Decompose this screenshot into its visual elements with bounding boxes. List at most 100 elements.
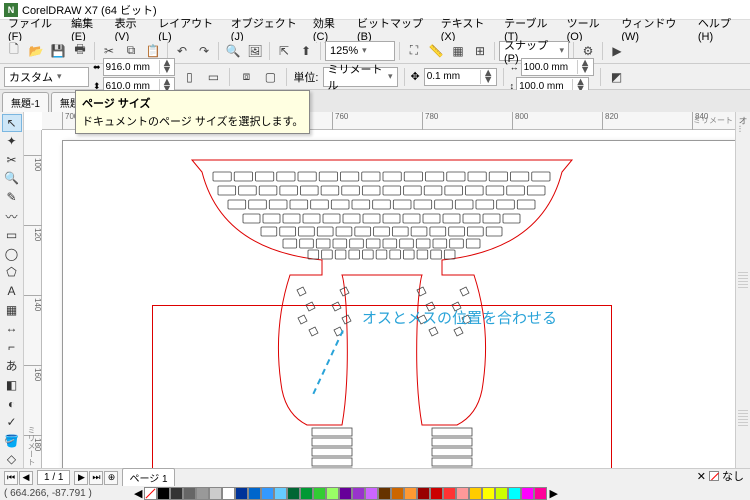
page-width-input[interactable]: ▲▼ [103,58,176,76]
polygon-tool-icon[interactable]: ⬠ [2,264,22,282]
next-page-icon[interactable]: ▶ [74,471,88,485]
color-swatch[interactable] [287,487,300,500]
color-swatch[interactable] [495,487,508,500]
color-swatch[interactable] [417,487,430,500]
doc-tab-1[interactable]: 無題-1 [2,92,49,112]
pick-tool-icon[interactable]: ↖ [2,114,22,132]
menu-item[interactable]: ビットマップ(B) [353,14,435,44]
artistic-tool-icon[interactable]: 〰 [2,207,22,226]
color-swatch[interactable] [196,487,209,500]
color-swatch[interactable] [209,487,222,500]
color-swatch[interactable] [443,487,456,500]
first-page-icon[interactable]: ⏮ [4,471,18,485]
color-swatch[interactable] [170,487,183,500]
fill-tool-icon[interactable]: 🪣 [2,432,22,450]
menu-item[interactable]: 編集(E) [67,14,109,44]
image-icon[interactable]: 🖼 [245,41,265,61]
rulers-icon[interactable]: 📏 [426,41,446,61]
dimension-tool-icon[interactable]: ↔ [2,319,22,337]
shape-tool-icon[interactable]: ✦ [2,133,22,151]
menu-item[interactable]: 効果(C) [309,14,351,44]
new-icon[interactable]: 🗋 [4,41,24,61]
rectangle-tool-icon[interactable]: ▭ [2,227,22,245]
color-swatch[interactable] [378,487,391,500]
color-swatch[interactable] [404,487,417,500]
zoom-combo[interactable]: 125% [325,41,395,61]
guides-icon[interactable]: ⊞ [470,41,490,61]
menu-item[interactable]: 表示(V) [111,14,153,44]
color-swatch[interactable] [183,487,196,500]
color-swatch[interactable] [313,487,326,500]
color-swatch[interactable] [430,487,443,500]
color-swatch[interactable] [326,487,339,500]
fullscreen-icon[interactable]: ⛶ [404,41,424,61]
palette-next-icon[interactable]: ▶ [549,487,557,500]
publish-icon[interactable]: ⬆ [296,41,316,61]
no-color-swatch[interactable] [144,487,157,500]
last-page-icon[interactable]: ⏭ [89,471,103,485]
color-swatch[interactable] [365,487,378,500]
redo-icon[interactable]: ↷ [194,41,214,61]
launch-icon[interactable]: ▶ [607,41,627,61]
scroll-grip-icon[interactable] [738,272,748,290]
drawing-canvas[interactable]: オスとメスの位置を合わせる [42,130,735,468]
color-swatch[interactable] [248,487,261,500]
landscape-icon[interactable]: ▭ [203,67,223,87]
effects-tool-icon[interactable]: ◧ [2,376,22,394]
transparency-tool-icon[interactable]: ◐ [2,395,22,413]
add-page-icon[interactable]: ⊕ [104,471,118,485]
jp-text-tool-icon[interactable]: あ [2,356,22,375]
color-swatch[interactable] [534,487,547,500]
export-icon[interactable]: ⇱ [274,41,294,61]
color-swatch[interactable] [521,487,534,500]
color-swatch[interactable] [456,487,469,500]
units-combo[interactable]: ミリメートル [323,67,398,87]
color-swatch[interactable] [482,487,495,500]
color-swatch[interactable] [261,487,274,500]
fill-swatch-icon[interactable] [709,471,719,481]
zoom-tool-icon[interactable]: 🔍 [2,170,22,188]
color-swatch[interactable] [274,487,287,500]
color-swatch[interactable] [469,487,482,500]
save-icon[interactable]: 💾 [48,41,68,61]
color-swatch[interactable] [339,487,352,500]
all-pages-icon[interactable]: ⧈ [236,67,256,87]
outline-tool-icon[interactable]: ◇ [2,451,22,469]
table-tool-icon[interactable]: ▦ [2,301,22,319]
menu-item[interactable]: ツール(O) [563,14,616,44]
grid-icon[interactable]: ▦ [448,41,468,61]
palette-prev-icon[interactable]: ◀ [134,487,142,500]
freehand-tool-icon[interactable]: ✎ [2,188,22,206]
current-page-icon[interactable]: ▢ [260,67,280,87]
color-swatch[interactable] [235,487,248,500]
menu-item[interactable]: レイアウト(L) [154,14,225,44]
connector-tool-icon[interactable]: ⌐ [2,338,22,356]
ellipse-tool-icon[interactable]: ◯ [2,245,22,263]
text-tool-icon[interactable]: A [2,282,22,300]
print-icon[interactable]: 🖶 [70,41,90,61]
page-preset-combo[interactable]: カスタム [4,67,89,87]
prev-page-icon[interactable]: ◀ [19,471,33,485]
color-swatch[interactable] [300,487,313,500]
portrait-icon[interactable]: ▯ [179,67,199,87]
dup-x-input[interactable]: ▲▼ [521,58,594,76]
color-swatch[interactable] [352,487,365,500]
docker-panel[interactable]: オ... [735,112,750,468]
eyedropper-tool-icon[interactable]: ✓ [2,413,22,431]
menu-item[interactable]: ヘルプ(H) [694,14,746,44]
open-icon[interactable]: 📂 [26,41,46,61]
menu-item[interactable]: ウィンドウ(W) [617,14,692,44]
menu-item[interactable]: テキスト(X) [437,14,498,44]
scroll-grip-icon[interactable] [738,410,748,428]
search-icon[interactable]: 🔍 [223,41,243,61]
ruler-vertical[interactable]: 100120140160180 [24,130,42,468]
page-tab[interactable]: ページ 1 [122,468,174,487]
color-swatch[interactable] [391,487,404,500]
color-swatch[interactable] [157,487,170,500]
crop-tool-icon[interactable]: ✂ [2,151,22,169]
menubar[interactable]: ファイル(F)編集(E)表示(V)レイアウト(L)オブジェクト(J)効果(C)ビ… [0,20,750,38]
menu-item[interactable]: オブジェクト(J) [227,14,307,44]
color-swatch[interactable] [508,487,521,500]
color-swatch[interactable] [222,487,235,500]
nudge-input[interactable]: ▲▼ [424,68,497,86]
